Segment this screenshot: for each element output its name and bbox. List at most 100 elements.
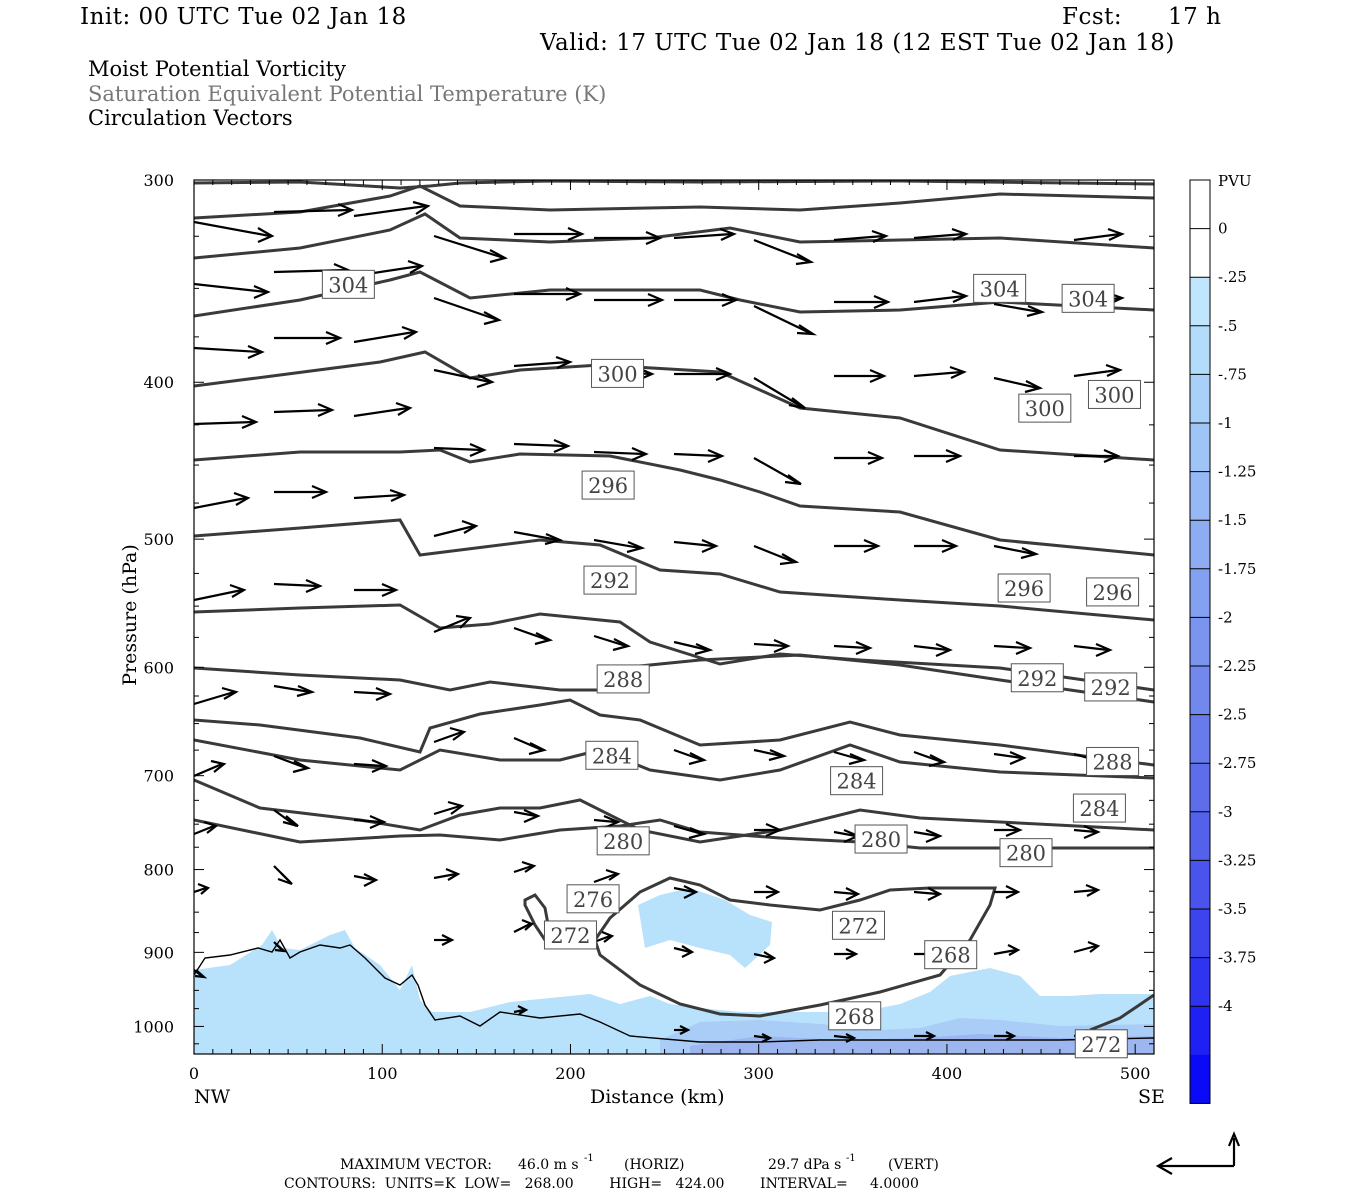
contour-label-box [1061,283,1115,313]
colorbar-swatch [1190,1006,1210,1056]
circulation-vector [433,446,483,452]
vector-arrowhead [523,808,541,824]
circulation-vector [433,872,457,880]
contour-label: 272 [550,924,590,948]
colorbar-label: -2.5 [1218,706,1247,724]
vector-arrowhead [765,822,783,838]
contour-label: 284 [837,770,877,794]
x-tick-label: 500 [1120,1064,1151,1083]
circulation-vector [353,874,375,882]
forecast-label: Fcst: [1062,4,1123,30]
contour-label: 300 [1094,383,1134,407]
circulation-vector [753,748,783,758]
vector-arrowhead [715,366,733,382]
vector-arrowhead [863,538,881,554]
vector-arrowhead [765,885,781,899]
vector-arrowhead [521,860,537,873]
contour-label-box [1018,393,1072,423]
vector-arrowhead [845,887,861,901]
contour-labels: 304 304 304 300 300 300 296 296 296 292 292 292 288 2… [321,269,1141,1059]
circulation-vector [913,370,963,378]
circulation-vector [513,530,559,542]
contour-label: 304 [980,277,1020,301]
vector-arrowhead [337,202,355,218]
vector-arrowhead [449,726,467,741]
circulation-vector [194,346,261,354]
vector-arrowhead [317,402,335,418]
y-tick-label: 1000 [133,1017,174,1036]
colorbar-swatch [1190,909,1210,959]
contour-label-box [583,565,637,595]
vector-arrowhead [848,752,868,766]
vector-arrowhead [779,553,800,566]
circulation-vector [993,544,1035,556]
vector-arrowhead [476,374,495,389]
contour-label-box [1010,663,1064,693]
vector-arrowhead [605,868,621,881]
contour-line [194,180,1154,190]
colorbar-label: -.75 [1218,365,1247,383]
vector-arrowhead [768,748,788,762]
vector-arrowhead [371,758,389,774]
circulation-vector [833,1034,853,1040]
contour-label: 292 [590,569,630,593]
vector-arrowhead [455,614,473,629]
vector-arrowhead [1007,944,1021,956]
circulation-vector [1073,232,1121,242]
vector-arrowhead [683,885,699,899]
vector-arrowhead [647,292,665,308]
x-tick-label: 300 [743,1064,774,1083]
colorbar-swatch [1190,520,1210,570]
circulation-vector [673,540,715,548]
vector-arrowhead [521,918,535,931]
circulation-vector [673,640,709,652]
circulation-vector [513,736,543,752]
x-axis-left-label: NW [194,1086,231,1108]
vector-arrowhead [694,642,714,656]
vector-arrowhead [701,538,719,554]
circulation-vector [833,890,857,896]
circulation-vector [273,408,331,414]
circulation-vector [673,946,691,954]
vector-arrowhead [395,401,413,416]
contour-line [1089,993,1154,1032]
vector-arrowhead [296,684,316,698]
contour-label-box [997,573,1051,603]
circulation-vector [433,368,491,384]
circulation-vector [673,452,721,458]
circulation-vector [273,754,307,770]
vector-arrowhead [375,686,393,702]
circulation-vector [593,538,641,550]
vector-arrowhead [517,1005,529,1015]
vector-arrowhead [305,578,323,594]
circulation-vector [194,588,243,602]
terrain-outline [194,938,1154,1043]
vector-arrowhead [483,311,502,326]
colorbar-swatch [1190,617,1210,667]
circulation-vector [273,684,311,694]
circulation-vector [194,420,255,426]
contour-label: 276 [573,888,613,912]
vector-arrowhead [773,638,791,654]
vector-arrowhead [951,227,969,241]
vector-arrowhead [871,229,889,243]
axes: 300 400 500 600 700 800 900 1000 0 100 200 300 400 50… [133,171,1154,1083]
colorbar-label: -.25 [1218,268,1247,286]
vector-arrowhead [763,951,777,964]
contour-label-box [581,470,635,500]
colorbar-label: -2.75 [1218,754,1256,772]
x-axis-title: Distance (km) [590,1086,725,1108]
circulation-vector [194,824,215,836]
vector-arrowhead [528,742,548,756]
contour-line [194,518,1154,622]
colorbar-swatch [1190,811,1210,861]
colorbar-label: -2 [1218,608,1233,626]
contour-label: 296 [588,474,628,498]
contour-label-box [828,1001,882,1031]
vector-arrowhead [1024,380,1044,394]
contour-label-box [1086,577,1140,607]
pv-colorbar: PVU 0 -.25 -.5 -.75 -1 -1.25 -1.5 -1.75 -2 -2.25 -2… [1189,172,1256,1104]
circulation-vector [433,616,469,634]
contour-label-box [1072,793,1126,823]
